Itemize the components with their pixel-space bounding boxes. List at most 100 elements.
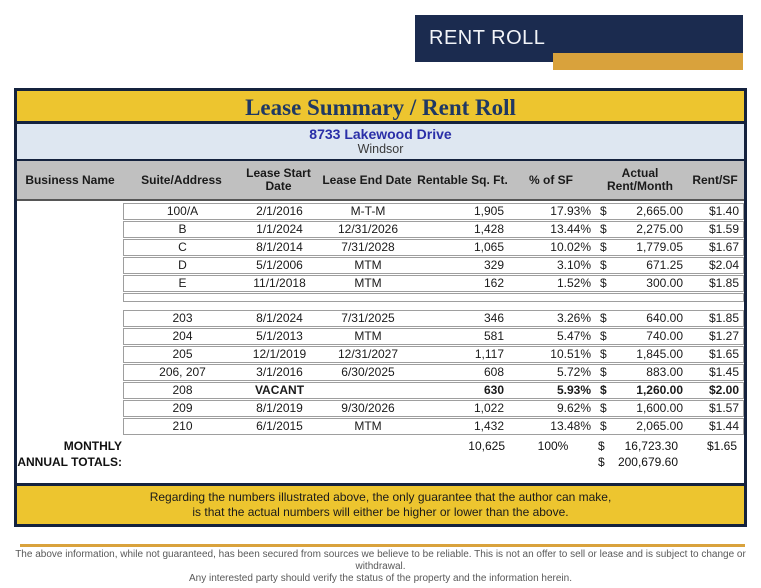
lease-end-cell: M-T-M xyxy=(350,204,386,218)
lease-end-cell: 12/31/2027 xyxy=(337,347,399,361)
pct-cell: 5.93% xyxy=(556,383,591,397)
lease-start-cell: 1/1/2024 xyxy=(256,222,303,236)
rent-cell: 1,845.00 xyxy=(636,347,683,361)
dollar-sign-cell: $ xyxy=(600,365,607,379)
footer-gold-rule xyxy=(20,544,745,547)
pct-cell xyxy=(509,294,595,309)
suite-cell: 206, 207 xyxy=(159,365,206,379)
rent-cell: 671.25 xyxy=(646,258,683,272)
rent-cell: 300.00 xyxy=(646,276,683,290)
pct-cell: 3.10% xyxy=(556,258,591,272)
rent-per-sf-cell: $1.45 xyxy=(708,365,739,379)
pct-cell: 10.51% xyxy=(550,347,591,361)
table-row: B 1/1/2024 12/31/2026 1,428 13.44% $ 2,2… xyxy=(123,221,744,238)
suite-cell: B xyxy=(178,222,187,236)
suite-cell: 203 xyxy=(172,311,193,325)
dollar-sign-cell: $ xyxy=(600,258,607,272)
rent-cell: 1,260.00 xyxy=(636,383,683,397)
totals-spacer xyxy=(125,454,419,470)
dollar-sign-cell: $ xyxy=(600,401,607,415)
total-pct: 100% xyxy=(537,439,569,453)
rent-per-sf-cell: $1.67 xyxy=(708,240,739,254)
header-rent-per-sf: Rent/SF xyxy=(692,172,738,187)
rent-per-sf-cell: $1.85 xyxy=(708,311,739,325)
dollar-sign-cell: $ xyxy=(600,347,607,361)
table-row: 205 12/1/2019 12/31/2027 1,117 10.51% $ … xyxy=(123,346,744,363)
rent-cell: 2,275.00 xyxy=(636,222,683,236)
lease-start-cell: 6/1/2015 xyxy=(256,419,303,433)
suite-cell: D xyxy=(178,258,187,272)
table-header-row: Business Name Suite/Address Lease Start … xyxy=(17,161,744,201)
rent-per-sf-cell: $1.65 xyxy=(708,347,739,361)
lease-end-cell: 12/31/2026 xyxy=(337,222,399,236)
pct-cell: 1.52% xyxy=(556,276,591,290)
suite-cell: 209 xyxy=(172,401,193,415)
lease-end-cell xyxy=(318,294,418,309)
rent-per-sf-cell: $2.04 xyxy=(708,258,739,272)
lease-start-cell: 8/1/2014 xyxy=(256,240,303,254)
header-pct-of-sf: % of SF xyxy=(529,172,573,187)
guarantee-note-line2: is that the actual numbers will either b… xyxy=(192,505,569,519)
rent-cell: 883.00 xyxy=(646,365,683,379)
sqft-cell: 1,432 xyxy=(473,419,504,433)
sqft-cell xyxy=(418,294,509,309)
dollar-sign-cell: $ xyxy=(600,276,607,290)
sqft-cell: 1,065 xyxy=(473,240,504,254)
sqft-cell: 1,905 xyxy=(473,204,504,218)
lease-start-cell xyxy=(241,294,318,309)
guarantee-note-line1: Regarding the numbers illustrated above,… xyxy=(149,490,612,504)
lease-start-cell: 11/1/2018 xyxy=(253,276,306,290)
rent-per-sf-cell: $1.44 xyxy=(708,419,739,433)
pct-cell: 5.47% xyxy=(556,329,591,343)
monthly-totals-row: MONTHLY 10,625 100% $ 16,723.30 $1.65 xyxy=(17,438,744,454)
sqft-cell: 1,117 xyxy=(474,347,504,361)
lease-end-cell: 6/30/2025 xyxy=(341,365,395,379)
disclaimer-line1: The above information, while not guarant… xyxy=(15,549,746,572)
table-row: 100/A 2/1/2016 M-T-M 1,905 17.93% $ 2,66… xyxy=(123,203,744,220)
header-actual-rent: Actual Rent/Month xyxy=(607,166,673,193)
lease-end-cell: MTM xyxy=(354,276,382,290)
lease-end-cell: MTM xyxy=(354,258,382,272)
banner-title: RENT ROLL xyxy=(429,27,546,49)
table-row: 208 VACANT 630 5.93% $ 1,260.00 $2.00 xyxy=(123,382,744,399)
total-sqft: 10,625 xyxy=(468,439,505,453)
empty-cell xyxy=(510,454,596,470)
sqft-cell: 581 xyxy=(483,329,504,343)
suite-cell: 100/A xyxy=(166,204,199,218)
lease-start-cell: 3/1/2016 xyxy=(256,365,303,379)
suite-cell: C xyxy=(178,240,187,254)
property-city: Windsor xyxy=(357,142,404,156)
sqft-cell: 630 xyxy=(483,383,504,397)
pct-cell: 3.26% xyxy=(556,311,591,325)
lease-end-cell xyxy=(318,383,418,398)
suite-cell xyxy=(124,294,241,309)
banner-gold-accent-bar xyxy=(553,53,743,70)
rent-cell: 1,779.05 xyxy=(636,240,683,254)
annual-totals-row: ANNUAL TOTALS: $ 200,679.60 xyxy=(17,454,744,470)
table-row: C 8/1/2014 7/31/2028 1,065 10.02% $ 1,77… xyxy=(123,239,744,256)
annual-totals-label: ANNUAL TOTALS: xyxy=(17,455,122,469)
dollar-sign-cell: $ xyxy=(600,329,607,343)
totals-spacer xyxy=(125,438,419,454)
lease-end-cell: 9/30/2026 xyxy=(341,401,395,415)
sqft-cell: 329 xyxy=(483,258,504,272)
rent-cell: 740.00 xyxy=(646,329,683,343)
lease-start-cell: VACANT xyxy=(254,383,305,397)
rent-per-sf-cell: $1.27 xyxy=(708,329,739,343)
suite-cell: 208 xyxy=(172,383,193,397)
guarantee-note-band: Regarding the numbers illustrated above,… xyxy=(17,483,744,524)
rent-cell: 2,065.00 xyxy=(636,419,683,433)
rent-cell: 2,665.00 xyxy=(636,204,683,218)
property-address: 8733 Lakewood Drive xyxy=(309,126,452,142)
table-row: 206, 207 3/1/2016 6/30/2025 608 5.72% $ … xyxy=(123,364,744,381)
dollar-sign-cell: $ xyxy=(600,204,607,218)
lease-start-cell: 8/1/2019 xyxy=(256,401,303,415)
lease-end-cell: MTM xyxy=(354,329,382,343)
dollar-sign-cell: $ xyxy=(600,222,607,236)
header-business-name: Business Name xyxy=(25,172,115,187)
empty-cell xyxy=(688,454,744,470)
table-bottom-spacer xyxy=(17,470,744,483)
lease-end-cell: 7/31/2028 xyxy=(341,240,395,254)
header-suite-address: Suite/Address xyxy=(141,172,222,187)
table-row: E 11/1/2018 MTM 162 1.52% $ 300.00 $1.85 xyxy=(123,275,744,292)
